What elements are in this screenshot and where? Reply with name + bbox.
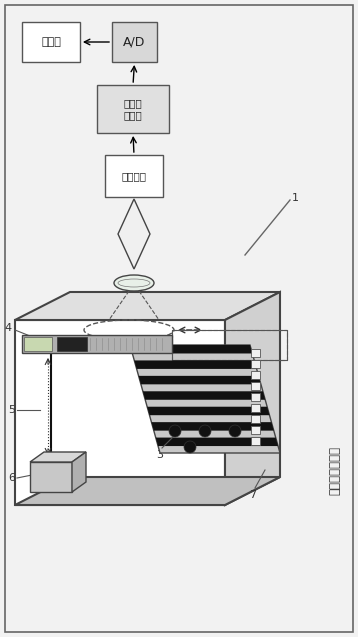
Bar <box>251 404 260 412</box>
Bar <box>15 320 225 505</box>
Polygon shape <box>130 345 280 453</box>
Polygon shape <box>147 406 270 415</box>
Bar <box>97 85 169 133</box>
Text: 6: 6 <box>8 473 15 483</box>
Polygon shape <box>134 361 257 369</box>
Bar <box>57 337 87 351</box>
Text: 1: 1 <box>292 193 299 203</box>
Polygon shape <box>156 438 278 446</box>
Circle shape <box>229 425 241 437</box>
Bar <box>22 335 172 353</box>
Polygon shape <box>143 391 265 400</box>
Bar <box>251 349 260 357</box>
Bar <box>172 330 287 360</box>
Polygon shape <box>118 199 150 269</box>
Bar <box>22 22 80 62</box>
Text: 红外传感器测量: 红外传感器测量 <box>329 445 342 494</box>
Circle shape <box>169 425 181 437</box>
Text: 调制解调: 调制解调 <box>121 171 146 181</box>
Bar <box>251 360 260 368</box>
Bar <box>24 337 52 351</box>
Bar <box>251 437 260 445</box>
Polygon shape <box>130 345 252 354</box>
Polygon shape <box>225 292 280 505</box>
Bar <box>251 382 260 390</box>
Bar <box>251 415 260 423</box>
Text: A/D: A/D <box>123 36 146 48</box>
Polygon shape <box>15 477 280 505</box>
Polygon shape <box>151 422 274 431</box>
Bar <box>251 393 260 401</box>
Text: 4: 4 <box>5 323 12 333</box>
Polygon shape <box>72 452 86 492</box>
Polygon shape <box>30 452 86 462</box>
Circle shape <box>184 441 196 453</box>
Bar <box>105 155 163 197</box>
Text: 3: 3 <box>156 450 164 460</box>
Bar <box>251 426 260 434</box>
Text: 计算机: 计算机 <box>41 37 61 47</box>
Circle shape <box>199 425 211 437</box>
Bar <box>112 22 157 62</box>
Bar <box>251 371 260 379</box>
Text: 5: 5 <box>8 405 15 415</box>
Polygon shape <box>15 292 280 320</box>
Ellipse shape <box>114 275 154 291</box>
Bar <box>30 462 72 492</box>
Bar <box>172 330 287 360</box>
Polygon shape <box>139 376 261 384</box>
Text: 7: 7 <box>250 490 257 500</box>
Text: 信号采
集处理: 信号采 集处理 <box>124 98 142 120</box>
